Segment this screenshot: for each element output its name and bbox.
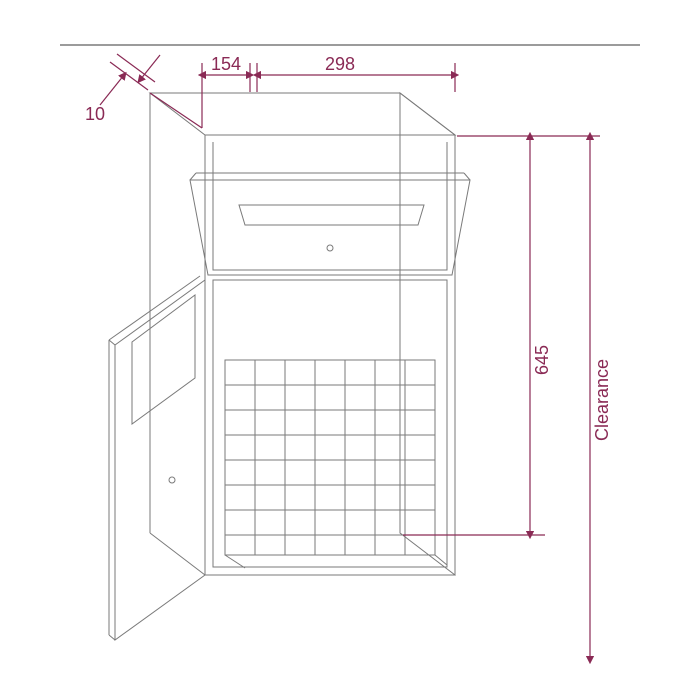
lower-door-open [109, 276, 205, 640]
dim-width-label: 298 [325, 54, 355, 74]
wire-basket [213, 280, 447, 568]
dim-clearance: Clearance [545, 136, 612, 660]
dim-wall-gap: 10 [85, 54, 160, 124]
dim-width: 298 [257, 54, 455, 92]
dim-wall-gap-label: 10 [85, 104, 105, 124]
cabinet-front-face [205, 135, 455, 575]
technical-drawing: 298 154 10 645 Clearance [0, 0, 700, 700]
dim-clearance-label: Clearance [592, 359, 612, 441]
cabinet-top-face [150, 93, 455, 135]
dispenser-flap [190, 142, 470, 275]
dim-depth-label: 154 [211, 54, 241, 74]
dim-depth: 154 [150, 54, 250, 128]
dim-height: 645 [403, 136, 552, 535]
dim-height-label: 645 [532, 345, 552, 375]
